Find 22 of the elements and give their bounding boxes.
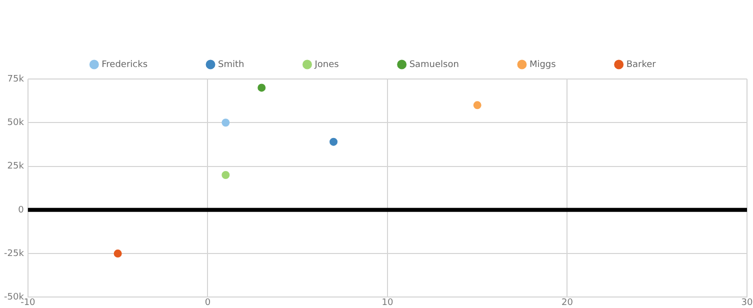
- point: [114, 250, 122, 258]
- point: [222, 171, 230, 180]
- x-tick-label: 20: [562, 298, 574, 308]
- legend-label: Miggs: [529, 60, 556, 70]
- y-tick-label: -25k: [4, 248, 25, 259]
- legend-label: Barker: [626, 60, 656, 70]
- legend-label: Samuelson: [409, 60, 459, 70]
- x-tick-label: 0: [204, 298, 211, 308]
- legend-label: Jones: [314, 60, 340, 70]
- x-tick-label: -10: [20, 298, 36, 308]
- y-tick-label: 75k: [7, 74, 25, 84]
- point: [222, 118, 230, 127]
- point: [258, 84, 266, 92]
- y-tick-label: 50k: [7, 118, 25, 128]
- y-tick-label: 25k: [7, 162, 25, 172]
- legend-label: Fredericks: [102, 60, 148, 70]
- x-tick-label: 30: [741, 298, 753, 308]
- legend-label: Smith: [218, 60, 244, 70]
- y-tick-label: 0: [18, 205, 24, 216]
- point: [330, 138, 338, 146]
- point: [473, 101, 482, 110]
- x-tick-label: 10: [382, 298, 394, 308]
